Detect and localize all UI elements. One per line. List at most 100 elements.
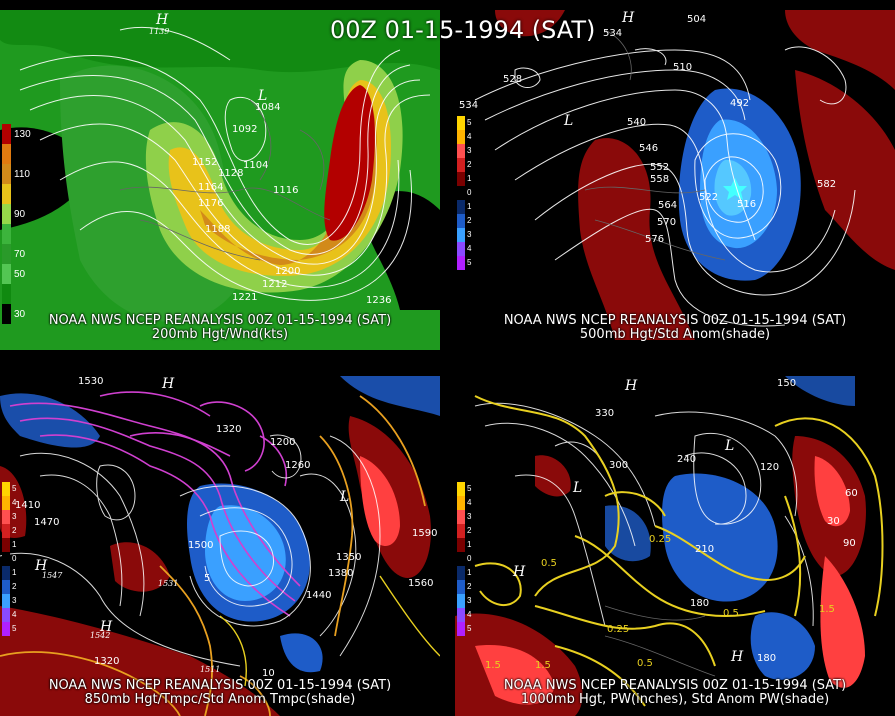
legend-entry: 5 (455, 622, 485, 636)
map-200mb: 1092 1084 1104 1152 1164 1176 1128 1116 … (0, 10, 440, 350)
contour-label: 1084 (255, 102, 280, 113)
legend-label: 70 (14, 249, 26, 260)
contour-label: 1104 (243, 160, 268, 171)
contour-label: 1176 (198, 198, 223, 209)
contour-label: 1212 (262, 279, 287, 290)
legend-entry (0, 144, 34, 164)
legend-label: 1 (12, 540, 17, 549)
legend-swatch (457, 538, 465, 552)
legend-label: 0 (12, 554, 17, 563)
low-marker: L (572, 480, 582, 496)
contour-label: 180 (690, 598, 709, 609)
legend-swatch (2, 608, 10, 622)
panel-500mb: 534 540 546 552 558 564 570 576 582 510 … (455, 10, 895, 350)
legend-swatch (457, 228, 465, 242)
panel-title-line2: 1000mb Hgt, PW(inches), Std Anom PW(shad… (520, 692, 830, 707)
legend-label: 3 (12, 512, 17, 521)
legend-label: 5 (467, 624, 472, 633)
legend-entry: 1 (0, 566, 30, 580)
legend-swatch (457, 510, 465, 524)
contour-label: 180 (757, 653, 776, 664)
legend-swatch (457, 158, 465, 172)
contour-label: 1531 (158, 579, 178, 588)
legend-swatch (2, 284, 11, 304)
legend-label: 130 (14, 129, 31, 140)
low-marker: L (724, 438, 734, 454)
legend-entry: 3 (455, 510, 485, 524)
contour-label: 210 (695, 544, 714, 555)
panel-title-line2: 500mb Hgt/Std Anom(shade) (579, 327, 771, 342)
legend-entry: 110 (0, 164, 34, 184)
legend-entry: 4 (0, 608, 30, 622)
contour-label: 1200 (275, 266, 300, 277)
contour-label: 1350 (336, 552, 361, 563)
contour-label: 90 (843, 538, 856, 549)
panel-850mb: 1530 1410 1470 1500 1320 1200 1260 1350 … (0, 376, 440, 716)
contour-label: 1200 (270, 437, 295, 448)
panel-title-line1: NOAA NWS NCEP REANALYSIS 00Z 01-15-1994 … (503, 313, 847, 328)
legend-swatch (457, 186, 465, 200)
contour-label: 1320 (94, 656, 119, 667)
legend-swatch (457, 622, 465, 636)
contour-label: 1128 (218, 168, 243, 179)
legend-entry: 5 (455, 116, 485, 130)
legend-entry: 1 (455, 172, 485, 186)
contour-label: 1221 (232, 292, 257, 303)
panel-200mb: 1092 1084 1104 1152 1164 1176 1128 1116 … (0, 10, 440, 350)
pw-label: 1.5 (535, 660, 551, 671)
pw-label: 1.5 (819, 604, 835, 615)
contour-label: 576 (645, 234, 664, 245)
contour-label: 1236 (366, 295, 391, 306)
legend-label: 1 (467, 174, 472, 183)
legend-swatch (2, 524, 10, 538)
legend-swatch (2, 482, 10, 496)
legend-entry: 1 (455, 200, 485, 214)
legend-label: 0 (467, 554, 472, 563)
legend-entry: 5 (0, 482, 30, 496)
contour-label: 1590 (412, 528, 437, 539)
legend-swatch (2, 538, 10, 552)
legend-entry: 3 (455, 228, 485, 242)
legend-entry: 3 (455, 594, 485, 608)
contour-label: 30 (827, 516, 840, 527)
contour-label: 534 (459, 100, 478, 111)
legend-swatch (457, 566, 465, 580)
contour-label: 492 (730, 98, 749, 109)
legend-label: 5 (467, 118, 472, 127)
contour-label: 1320 (216, 424, 241, 435)
legend-entry: 5 (455, 482, 485, 496)
legend-label: 4 (467, 498, 472, 507)
legend-swatch (2, 184, 11, 204)
legend-entry: 5 (455, 256, 485, 270)
contour-label: 552 (650, 162, 669, 173)
low-marker: L (339, 489, 349, 505)
legend-label: 1 (467, 202, 472, 211)
legend-swatch (2, 144, 11, 164)
legend-entry: 2 (0, 524, 30, 538)
contour-label: 60 (845, 488, 858, 499)
pw-label: 0.5 (723, 608, 739, 619)
legend-swatch (457, 608, 465, 622)
legend-label: 1 (467, 568, 472, 577)
legend-swatch (457, 144, 465, 158)
legend-entry: 3 (455, 144, 485, 158)
legend-entry: 1 (455, 538, 485, 552)
legend-swatch (457, 130, 465, 144)
contour-label: 330 (595, 408, 614, 419)
legend-entry: 2 (455, 524, 485, 538)
legend-swatch (457, 594, 465, 608)
legend-entry: 70 (0, 244, 34, 264)
legend-swatch (2, 510, 10, 524)
legend-swatch (457, 214, 465, 228)
contour-label: 1164 (198, 182, 223, 193)
legend-label: 2 (467, 526, 472, 535)
legend-swatch (457, 552, 465, 566)
legend-entry: 5 (0, 622, 30, 636)
legend-swatch (457, 524, 465, 538)
contour-label: 1380 (328, 568, 353, 579)
pw-label: 1.5 (485, 660, 501, 671)
legend-label: 2 (12, 526, 17, 535)
contour-label: 120 (760, 462, 779, 473)
contour-label: 1530 (78, 376, 103, 387)
legend-label: 2 (467, 160, 472, 169)
